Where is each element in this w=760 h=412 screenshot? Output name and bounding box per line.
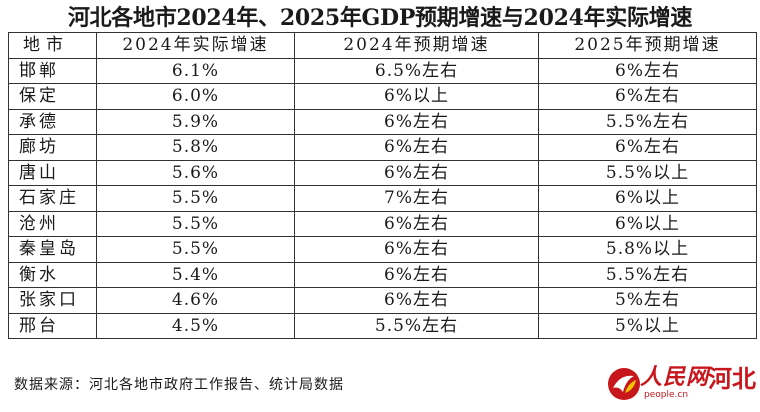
table-header-row: 地市 2024年实际增速 2024年预期增速 2025年预期增速 [8,32,757,59]
actual-2024-cell: 6.1% [96,57,295,84]
expected-2024-cell: 6%左右 [294,159,539,186]
expected-2024-cell: 6%左右 [294,134,539,161]
table-row: 石家庄 5.5% 7%左右 6%以上 [8,185,757,212]
city-cell: 张家口 [8,287,97,314]
column-header-expected-2024: 2024年预期增速 [294,32,539,59]
page-title: 河北各地市2024年、2025年GDP预期增速与2024年实际增速 [67,5,693,31]
expected-2024-cell: 6%左右 [294,236,539,263]
column-header-actual-2024: 2024年实际增速 [96,32,295,59]
source-note: 数据来源：河北各地市政府工作报告、统计局数据 [14,377,344,393]
expected-2024-cell: 6%左右 [294,287,539,314]
expected-2025-cell: 6%左右 [538,134,757,161]
table-row: 沧州 5.5% 6%左右 6%以上 [8,210,757,237]
table-row: 唐山 5.6% 6%左右 5.5%以上 [8,159,757,186]
city-cell: 唐山 [8,159,97,186]
actual-2024-cell: 5.8% [96,134,295,161]
expected-2024-cell: 6%以上 [294,83,539,110]
expected-2024-cell: 6%左右 [294,108,539,135]
city-cell: 石家庄 [8,185,97,212]
people-cn-hebei-logo: 人民网 people.cn 河北 [606,360,756,406]
expected-2025-cell: 5.8%以上 [538,236,757,263]
logo-region: 河北 [708,365,756,393]
expected-2024-cell: 5.5%左右 [294,312,539,339]
table-row: 秦皇岛 5.5% 6%左右 5.8%以上 [8,236,757,263]
expected-2025-cell: 6%以上 [538,210,757,237]
city-cell: 秦皇岛 [8,236,97,263]
actual-2024-cell: 4.6% [96,287,295,314]
table-row: 张家口 4.6% 6%左右 5%左右 [8,287,757,314]
column-header-city: 地市 [8,32,97,59]
table-body: 邯郸 6.1% 6.5%左右 6%左右 保定 6.0% 6%以上 6%左右 承德 5.9% 6%左右… [8,57,757,339]
expected-2024-cell: 6%左右 [294,261,539,288]
city-cell: 承德 [8,108,97,135]
city-cell: 廊坊 [8,134,97,161]
table-row: 保定 6.0% 6%以上 6%左右 [8,83,757,110]
expected-2025-cell: 5.5%左右 [538,261,757,288]
actual-2024-cell: 5.5% [96,185,295,212]
expected-2025-cell: 5.5%以上 [538,159,757,186]
logo-url: people.cn [644,390,689,400]
actual-2024-cell: 5.6% [96,159,295,186]
expected-2025-cell: 5.5%左右 [538,108,757,135]
actual-2024-cell: 5.4% [96,261,295,288]
table-row: 邢台 4.5% 5.5%左右 5%以上 [8,312,757,339]
table-row: 衡水 5.4% 6%左右 5.5%左右 [8,261,757,288]
actual-2024-cell: 5.9% [96,108,295,135]
logo-name: 人民网 [640,364,710,390]
gdp-growth-table: 地市 2024年实际增速 2024年预期增速 2025年预期增速 邯郸 6.1% 6… [8,32,757,339]
expected-2025-cell: 6%左右 [538,83,757,110]
actual-2024-cell: 4.5% [96,312,295,339]
expected-2025-cell: 5%左右 [538,287,757,314]
table-row: 承德 5.9% 6%左右 5.5%左右 [8,108,757,135]
actual-2024-cell: 6.0% [96,83,295,110]
city-cell: 衡水 [8,261,97,288]
expected-2025-cell: 6%左右 [538,57,757,84]
city-cell: 保定 [8,83,97,110]
city-cell: 邯郸 [8,57,97,84]
people-daily-logo-icon [608,368,640,400]
actual-2024-cell: 5.5% [96,210,295,237]
expected-2025-cell: 6%以上 [538,185,757,212]
city-cell: 邢台 [8,312,97,339]
expected-2024-cell: 6.5%左右 [294,57,539,84]
expected-2025-cell: 5%以上 [538,312,757,339]
expected-2024-cell: 6%左右 [294,210,539,237]
column-header-expected-2025: 2025年预期增速 [538,32,757,59]
expected-2024-cell: 7%左右 [294,185,539,212]
actual-2024-cell: 5.5% [96,236,295,263]
table-row: 邯郸 6.1% 6.5%左右 6%左右 [8,57,757,84]
city-cell: 沧州 [8,210,97,237]
table-row: 廊坊 5.8% 6%左右 6%左右 [8,134,757,161]
